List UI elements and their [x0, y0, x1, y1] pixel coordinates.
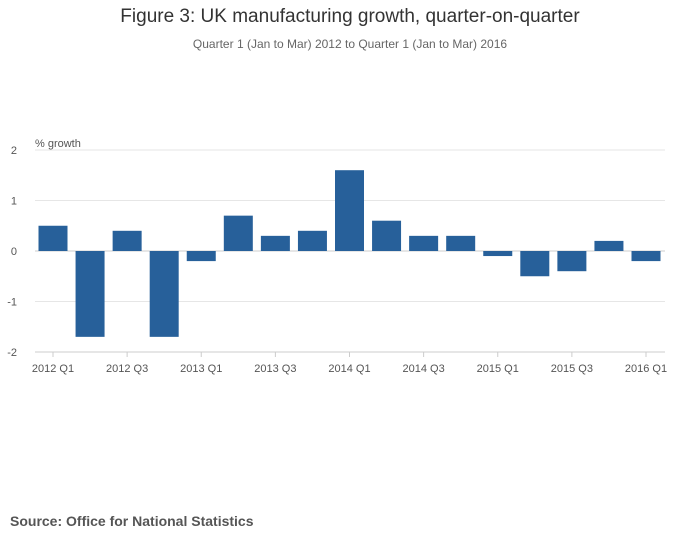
bar-2012-q3	[112, 230, 142, 251]
x-tick-label: 2013 Q3	[254, 363, 296, 375]
y-tick-label: 0	[11, 246, 17, 258]
bar-2013-q3	[260, 235, 290, 251]
bar-2014-q3	[409, 235, 439, 251]
y-tick-label: -2	[7, 347, 17, 359]
x-tick-label: 2012 Q3	[106, 363, 148, 375]
y-tick-label: -1	[7, 297, 17, 309]
x-tick-label: 2016 Q1	[625, 363, 667, 375]
bar-2012-q2	[75, 251, 105, 337]
bar-2013-q1	[186, 251, 216, 262]
bar-2012-q1	[38, 225, 68, 251]
chart-title: Figure 3: UK manufacturing growth, quart…	[120, 6, 580, 27]
x-tick-label: 2013 Q1	[180, 363, 222, 375]
bar-2013-q2	[223, 215, 253, 251]
bar-2014-q2	[372, 220, 402, 251]
bar-2014-q4	[446, 235, 476, 251]
x-tick-label: 2012 Q1	[32, 363, 74, 375]
bar-2015-q2	[520, 251, 550, 277]
y-tick-label: 1	[11, 196, 17, 208]
bar-2016-q1	[631, 251, 661, 262]
bar-2013-q4	[297, 230, 327, 251]
bar-2014-q1	[335, 170, 364, 251]
axes: 2 1 0 -1 -2 2012 Q1 2012 Q3 2013 Q1 2013 Q3 2014 …	[7, 145, 667, 375]
x-tick-label: 2014 Q3	[403, 363, 445, 375]
bar-2015-q3	[557, 251, 587, 272]
bars	[38, 170, 661, 337]
bar-2015-q1	[483, 251, 513, 257]
chart-subtitle: Quarter 1 (Jan to Mar) 2012 to Quarter 1…	[192, 37, 508, 51]
x-tick-label: 2015 Q3	[551, 363, 593, 375]
y-axis-label: % growth	[35, 138, 81, 150]
source-note: Source: Office for National Statistics	[10, 513, 254, 529]
y-tick-label: 2	[11, 145, 17, 157]
x-tick-label: 2015 Q1	[477, 363, 519, 375]
bar-2015-q4	[594, 240, 624, 251]
bar-2012-q4	[149, 251, 179, 337]
x-tick-label: 2014 Q1	[328, 363, 370, 375]
